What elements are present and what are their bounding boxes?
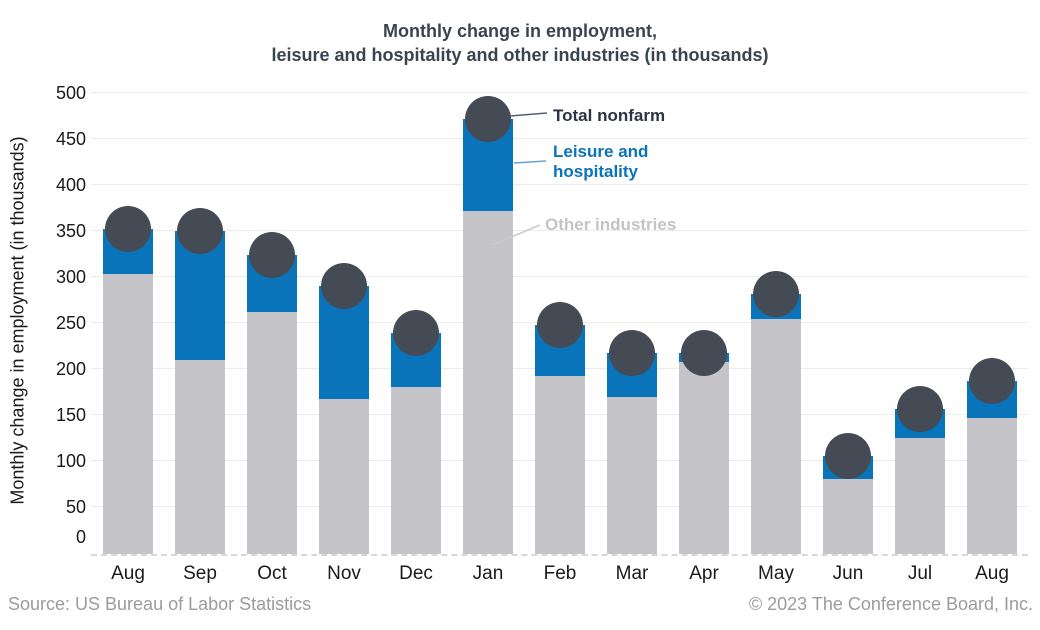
total-nonfarm-marker — [321, 263, 367, 310]
y-tick-label: 500 — [55, 83, 86, 103]
y-tick-label: 50 — [65, 497, 86, 517]
x-tick-label: Apr — [689, 563, 719, 584]
bar-other-industries — [535, 376, 585, 554]
x-tick-label: Aug — [111, 563, 145, 584]
bar-other-industries — [751, 319, 801, 554]
bar-other-industries — [175, 359, 225, 554]
bar-other-industries — [679, 361, 729, 554]
bar-other-industries — [463, 210, 513, 554]
bar-other-industries — [895, 438, 945, 554]
total-nonfarm-marker — [393, 310, 439, 357]
y-tick-label: 150 — [55, 405, 86, 425]
x-tick-label: Oct — [257, 563, 287, 584]
x-tick-label: Feb — [543, 563, 577, 584]
total-nonfarm-marker — [825, 433, 871, 480]
total-nonfarm-marker — [537, 301, 583, 348]
gridline — [91, 138, 1028, 140]
bar-other-industries — [823, 479, 873, 554]
x-tick-label: Dec — [399, 563, 433, 584]
total-nonfarm-marker — [249, 231, 295, 278]
x-tick-label: Sep — [183, 563, 217, 584]
leisure-hospitality-leader-line — [513, 160, 547, 164]
x-tick-label: Nov — [327, 563, 361, 584]
x-tick-label: May — [758, 563, 794, 584]
x-tick-label: Jan — [472, 563, 504, 584]
gridline — [91, 276, 1028, 278]
total-nonfarm-marker — [753, 271, 799, 318]
legend-label-leisure-hospitality: Leisure and hospitality — [553, 142, 649, 181]
total-nonfarm-marker — [105, 206, 151, 253]
total-nonfarm-marker — [969, 357, 1015, 404]
bar-other-industries — [967, 417, 1017, 554]
total-nonfarm-marker — [465, 95, 511, 142]
total-nonfarm-marker — [681, 330, 727, 377]
y-tick-label: 200 — [55, 359, 86, 379]
total-nonfarm-marker — [609, 330, 655, 377]
y-tick-label: 300 — [55, 267, 86, 287]
x-tick-label: Jun — [832, 563, 864, 584]
y-tick-label: 250 — [55, 313, 86, 333]
bar-other-industries — [607, 396, 657, 554]
source-text: Source: US Bureau of Labor Statistics — [8, 594, 312, 614]
chart-title: Monthly change in employment, leisure an… — [0, 19, 1040, 67]
bar-other-industries — [103, 274, 153, 554]
gridline — [91, 230, 1028, 232]
legend-label-total-nonfarm: Total nonfarm — [553, 106, 666, 125]
total-nonfarm-marker — [897, 385, 943, 432]
bar-other-industries — [391, 387, 441, 554]
y-tick-label: 0 — [75, 527, 86, 547]
x-tick-label: Jul — [907, 563, 933, 584]
x-tick-label: Mar — [615, 563, 649, 584]
total-nonfarm-marker — [177, 208, 223, 254]
x-axis-baseline — [91, 553, 1028, 556]
bar-other-industries — [319, 399, 369, 554]
x-tick-label: Aug — [975, 563, 1009, 584]
copyright-text: © 2023 The Conference Board, Inc. — [748, 594, 1033, 614]
gridline — [91, 184, 1028, 186]
y-tick-label: 450 — [55, 129, 86, 149]
bar-other-industries — [247, 311, 297, 554]
total-nonfarm-leader-line — [509, 112, 548, 117]
chart-title-line-1: Monthly change in employment, — [382, 21, 658, 41]
y-tick-label: 100 — [55, 451, 86, 471]
gridline — [91, 92, 1028, 94]
chart-title-line-2: leisure and hospitality and other indust… — [271, 45, 769, 65]
legend-label-other-industries: Other industries — [545, 215, 677, 234]
y-tick-label: 350 — [55, 221, 86, 241]
y-tick-label: 400 — [55, 175, 86, 195]
